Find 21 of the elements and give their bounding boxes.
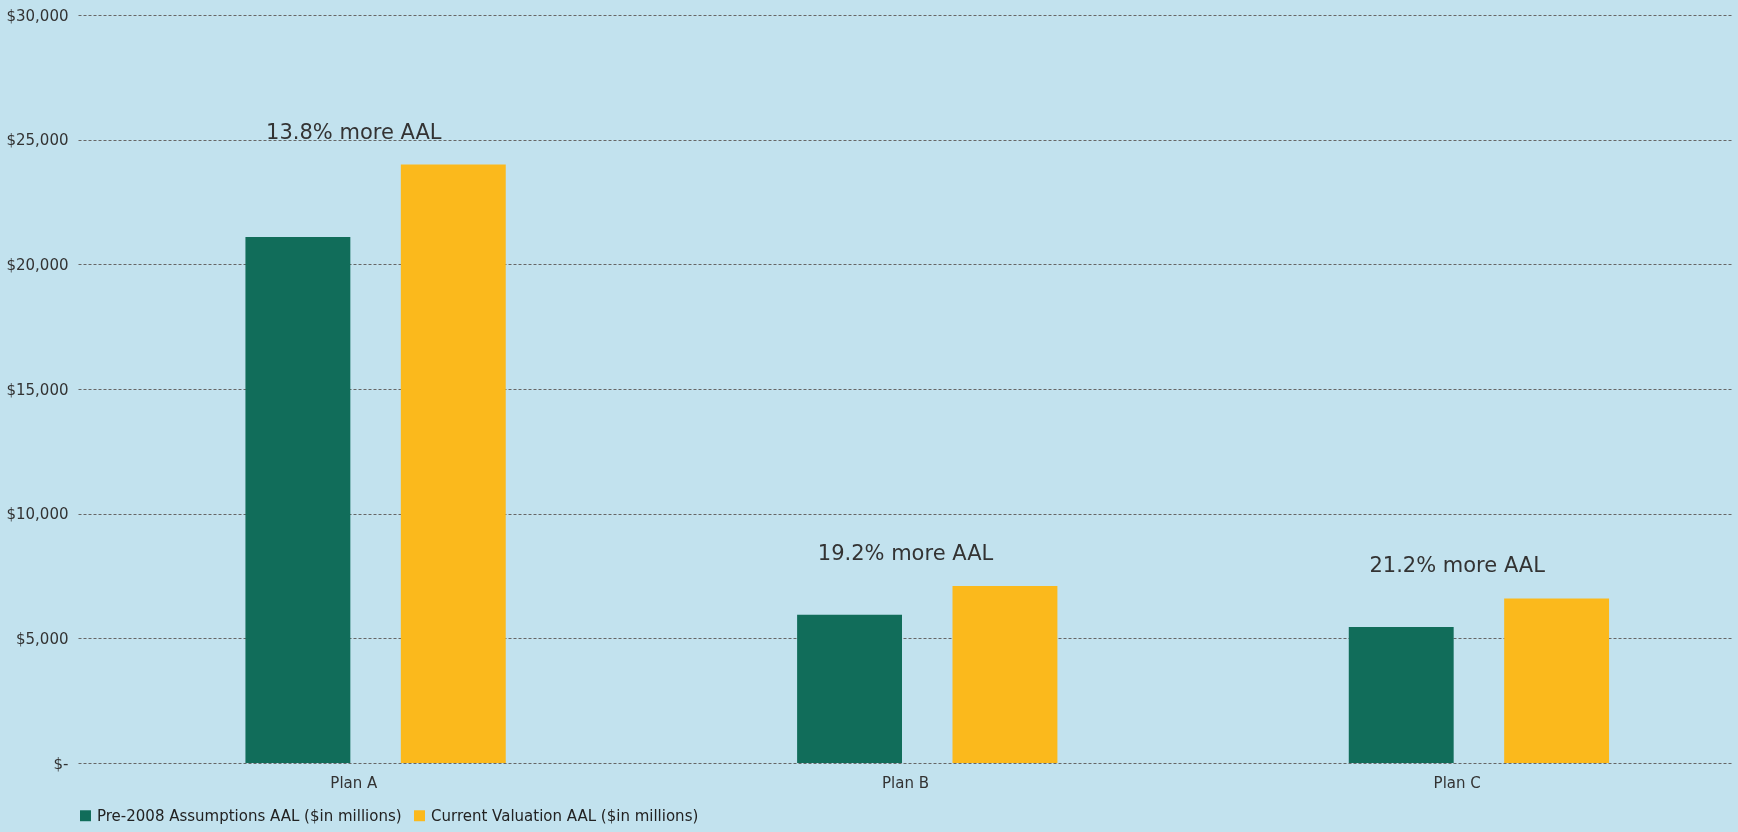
bar — [1348, 627, 1454, 763]
y-tick-label: $30,000 — [6, 6, 69, 25]
y-tick-label: $10,000 — [6, 505, 69, 524]
bar — [797, 614, 902, 763]
y-tick-label: $25,000 — [6, 131, 69, 150]
y-tick-label: $15,000 — [6, 380, 69, 399]
x-tick-label: Plan B — [882, 773, 929, 792]
bar — [245, 236, 351, 763]
y-tick-label: $5,000 — [16, 629, 69, 648]
annotation: 13.8% more AAL — [266, 119, 442, 144]
legend-label: Current Valuation AAL ($in millions) — [431, 806, 699, 825]
annotation: 19.2% more AAL — [817, 540, 994, 565]
bar — [1504, 598, 1610, 763]
bar — [400, 164, 506, 763]
legend-label: Pre-2008 Assumptions AAL ($in millions) — [97, 806, 402, 825]
y-tick-label: $- — [53, 754, 69, 773]
x-tick-label: Plan C — [1433, 773, 1481, 792]
y-tick-label: $20,000 — [6, 255, 69, 274]
bar — [952, 585, 1058, 763]
x-tick-label: Plan A — [330, 773, 379, 792]
annotation: 21.2% more AAL — [1369, 553, 1546, 578]
